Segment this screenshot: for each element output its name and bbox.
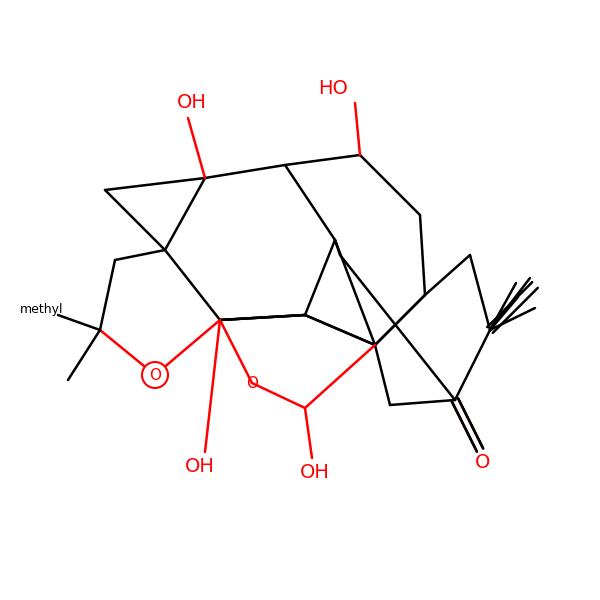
Text: methyl: methyl [20, 304, 64, 317]
Text: HO: HO [318, 79, 348, 97]
Text: O: O [246, 376, 258, 391]
Text: OH: OH [300, 463, 330, 481]
Text: O: O [475, 454, 491, 473]
Text: OH: OH [177, 94, 207, 113]
Text: OH: OH [185, 457, 215, 475]
Text: O: O [149, 367, 161, 383]
Circle shape [142, 362, 168, 388]
